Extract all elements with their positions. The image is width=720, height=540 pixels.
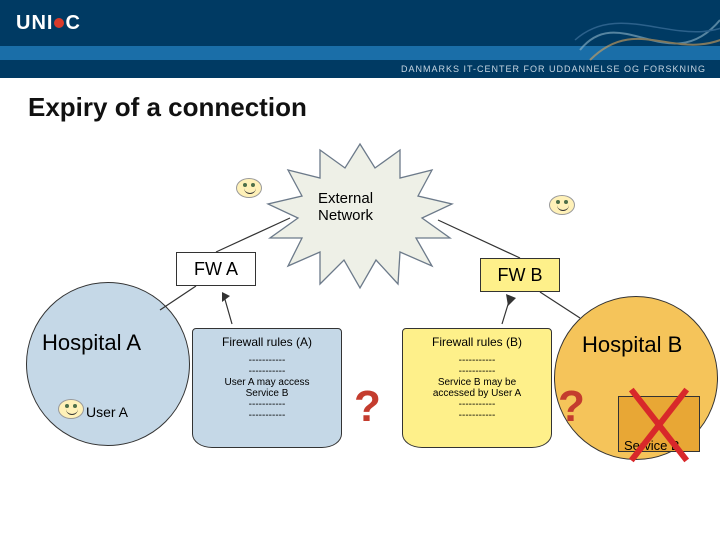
question-mark-a: ? <box>354 382 381 432</box>
smiley-icon <box>236 178 262 198</box>
firewall-rules-a-line: ----------- <box>197 366 337 377</box>
firewall-rules-b-line: accessed by User A <box>407 388 547 399</box>
external-network-label-line2: Network <box>318 207 373 224</box>
page-title: Expiry of a connection <box>28 92 307 123</box>
fw-b-label: FW B <box>498 265 543 286</box>
smiley-icon <box>58 399 84 419</box>
fw-b-box: FW B <box>480 258 560 292</box>
firewall-rules-b-line: ----------- <box>407 366 547 377</box>
hospital-a-circle <box>26 282 190 446</box>
logo: UNI C <box>16 12 81 35</box>
firewall-rules-b-line: ----------- <box>407 399 547 410</box>
logo-suffix: C <box>65 12 80 35</box>
firewall-rules-b-line: Service B may be <box>407 377 547 388</box>
hospital-a-label: Hospital A <box>42 330 141 356</box>
hospital-b-label: Hospital B <box>582 332 682 358</box>
fw-a-box: FW A <box>176 252 256 286</box>
external-network-label: External Network <box>318 190 373 225</box>
user-a-label: User A <box>86 404 128 420</box>
logo-prefix: UNI <box>16 12 53 35</box>
firewall-rules-a-line: Service B <box>197 388 337 399</box>
firewall-rules-b-sheet: Firewall rules (B) ----------- ---------… <box>402 328 552 448</box>
firewall-rules-b-line: ----------- <box>407 410 547 421</box>
red-x-icon <box>604 380 714 470</box>
firewall-rules-b-line: ----------- <box>407 355 547 366</box>
external-network-label-line1: External <box>318 190 373 207</box>
smiley-icon <box>549 195 575 215</box>
decorative-swirl-icon <box>570 0 720 80</box>
fw-a-label: FW A <box>194 259 238 280</box>
logo-dot-icon <box>54 18 64 28</box>
firewall-rules-a-line: ----------- <box>197 355 337 366</box>
question-mark-b: ? <box>558 382 585 432</box>
firewall-rules-a-title: Firewall rules (A) <box>197 335 337 349</box>
firewall-rules-a-line: ----------- <box>197 399 337 410</box>
firewall-rules-a-sheet: Firewall rules (A) ----------- ---------… <box>192 328 342 448</box>
firewall-rules-b-title: Firewall rules (B) <box>407 335 547 349</box>
firewall-rules-a-line: ----------- <box>197 410 337 421</box>
firewall-rules-a-line: User A may access <box>197 377 337 388</box>
